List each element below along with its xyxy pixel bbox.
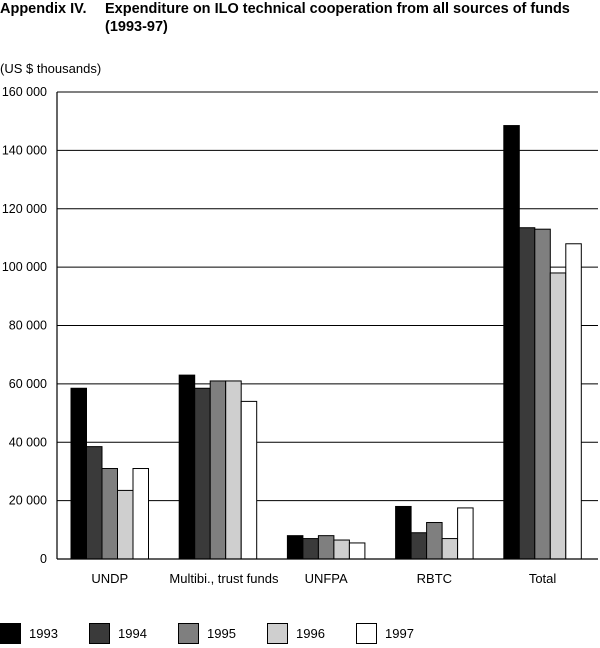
bar: [441, 538, 459, 560]
legend-label: 1995: [207, 626, 236, 641]
legend-label: 1994: [118, 626, 147, 641]
bar: [457, 507, 474, 560]
bar: [178, 374, 196, 560]
y-tick-label: 160 000: [2, 85, 47, 99]
chart-title: Expenditure on ILO technical cooperation…: [105, 1, 570, 35]
bar: [410, 532, 428, 560]
bar: [503, 125, 520, 560]
legend-swatch: [267, 623, 288, 644]
bar: [194, 387, 211, 560]
bar: [240, 400, 258, 560]
bar: [565, 243, 582, 560]
y-tick-label: 40 000: [9, 435, 47, 449]
bar: [209, 380, 227, 560]
legend-swatch: [0, 623, 21, 644]
bar: [101, 468, 118, 560]
legend-label: 1997: [385, 626, 414, 641]
legend-swatch: [356, 623, 377, 644]
bar: [549, 272, 567, 560]
legend-swatch: [89, 623, 110, 644]
y-tick-label: 120 000: [2, 202, 47, 216]
legend-swatch: [178, 623, 199, 644]
bar: [132, 468, 149, 560]
bar: [117, 489, 134, 560]
bar: [534, 228, 551, 560]
x-category-label: Multibi., trust funds: [169, 571, 279, 586]
bar: [317, 535, 335, 560]
bar: [426, 522, 443, 560]
bar: [70, 387, 87, 560]
y-tick-label: 140 000: [2, 143, 47, 157]
y-tick-label: 80 000: [9, 319, 47, 333]
bar-chart: 0 20 000 40 000 60 000 80 000 100 000 120 000 1…: [2, 85, 598, 586]
x-category-label: UNFPA: [305, 571, 348, 586]
legend: 1993 1994 1995 1996 1997: [0, 621, 600, 648]
bar: [395, 505, 412, 560]
legend-label: 1993: [29, 626, 58, 641]
y-axis-units-label: (US $ thousands): [0, 61, 102, 76]
bar: [518, 227, 536, 560]
appendix-label: Appendix IV.: [0, 1, 87, 17]
bar: [225, 380, 242, 560]
x-category-label: Total: [529, 571, 557, 586]
y-tick-label: 60 000: [9, 377, 47, 391]
x-category-label: RBTC: [417, 571, 452, 586]
bar: [333, 539, 350, 560]
bar: [348, 542, 366, 560]
y-tick-label: 0: [40, 552, 47, 566]
y-tick-label: 20 000: [9, 494, 47, 508]
x-category-label: UNDP: [91, 571, 128, 586]
bar: [86, 446, 103, 560]
y-tick-label: 100 000: [2, 260, 47, 274]
legend-label: 1996: [296, 626, 325, 641]
bar: [286, 535, 304, 560]
bar: [302, 538, 319, 560]
